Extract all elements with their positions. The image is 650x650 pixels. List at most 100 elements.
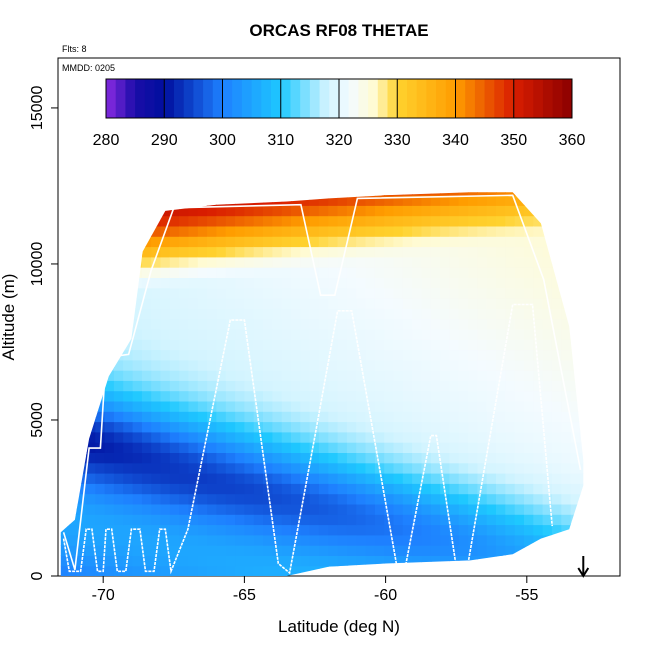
heatmap-cell <box>458 267 469 278</box>
heatmap-cell <box>235 503 245 515</box>
heatmap-cell <box>253 524 264 536</box>
heatmap-cell <box>291 514 301 526</box>
heatmap-cell <box>458 318 469 330</box>
heatmap-cell <box>272 503 283 515</box>
heatmap-cell <box>113 318 124 330</box>
heatmap-cell <box>244 195 255 206</box>
heatmap-cell <box>421 225 432 237</box>
heatmap-cell <box>179 225 190 237</box>
heatmap-cell <box>551 318 562 330</box>
heatmap-cell <box>76 205 87 217</box>
heatmap-cell <box>393 287 404 299</box>
heatmap-cell <box>458 256 469 268</box>
heatmap-cell <box>300 380 311 392</box>
heatmap-cell <box>318 339 329 351</box>
heatmap-cell <box>216 390 227 402</box>
heatmap-cell <box>477 277 488 289</box>
heatmap-cell <box>141 256 152 268</box>
heatmap-cell <box>384 267 395 278</box>
heatmap-cell <box>393 195 404 206</box>
heatmap-cell <box>514 483 525 495</box>
heatmap-cell <box>113 442 124 453</box>
heatmap-cell <box>421 431 432 443</box>
heatmap-cell <box>458 524 469 536</box>
heatmap-cell <box>496 277 506 289</box>
heatmap-cell <box>123 225 134 237</box>
heatmap-cell <box>309 493 320 505</box>
heatmap-cell <box>542 411 553 423</box>
heatmap-cell <box>179 483 190 495</box>
heatmap-cell <box>477 565 488 576</box>
heatmap-cell <box>365 298 376 309</box>
heatmap-cell <box>300 400 311 412</box>
heatmap-cell <box>179 349 190 361</box>
heatmap-cell <box>95 318 106 330</box>
heatmap-cell <box>253 452 264 464</box>
heatmap-cell <box>318 359 329 371</box>
heatmap-cell <box>95 205 106 217</box>
heatmap-cell <box>579 442 584 453</box>
heatmap-cell <box>244 256 255 268</box>
heatmap-cell <box>141 421 152 433</box>
heatmap-cell <box>76 452 87 464</box>
heatmap-cell <box>67 359 78 371</box>
heatmap-cell <box>86 565 96 576</box>
heatmap-cell <box>374 277 385 289</box>
heatmap-cell <box>421 390 432 402</box>
heatmap-cell <box>468 545 478 556</box>
heatmap-cell <box>141 236 152 248</box>
heatmap-cell <box>253 287 264 299</box>
heatmap-cell <box>160 431 171 443</box>
heatmap-cell <box>225 514 236 526</box>
heatmap-cell <box>151 298 162 309</box>
heatmap-cell <box>113 256 124 268</box>
heatmap-cell <box>76 298 87 309</box>
heatmap-cell <box>113 462 124 474</box>
heatmap-cell <box>244 503 255 515</box>
heatmap-cell <box>225 431 236 443</box>
heatmap-cell <box>197 225 208 237</box>
heatmap-cell <box>496 205 506 217</box>
heatmap-cell <box>207 452 217 464</box>
heatmap-cell <box>95 370 106 381</box>
heatmap-cell <box>514 192 525 196</box>
heatmap-cell <box>76 483 87 495</box>
heatmap-cell <box>132 555 143 567</box>
heatmap-cell <box>533 236 544 248</box>
heatmap-cell <box>579 246 584 258</box>
heatmap-cell <box>235 236 245 248</box>
heatmap-cell <box>160 483 171 495</box>
heatmap-cell <box>244 555 255 567</box>
heatmap-cell <box>374 555 385 567</box>
heatmap-cell <box>179 370 190 381</box>
heatmap-cell <box>356 452 367 464</box>
heatmap-cell <box>384 328 395 340</box>
heatmap-cell <box>300 287 311 299</box>
heatmap-cell <box>337 236 348 248</box>
heatmap-cell <box>309 380 320 392</box>
heatmap-cell <box>86 473 96 484</box>
heatmap-cell <box>151 192 162 196</box>
heatmap-cell <box>328 267 339 278</box>
heatmap-cell <box>197 195 208 206</box>
heatmap-cell <box>551 287 562 299</box>
heatmap-cell <box>430 225 441 237</box>
heatmap-cell <box>412 411 422 423</box>
heatmap-cell <box>384 359 395 371</box>
heatmap-cell <box>551 421 562 433</box>
heatmap-cell <box>197 503 208 515</box>
heatmap-cell <box>356 400 367 412</box>
heatmap-cell <box>253 473 264 484</box>
heatmap-cell <box>169 370 180 381</box>
heatmap-cell <box>402 298 413 309</box>
heatmap-cell <box>579 267 584 278</box>
heatmap-cell <box>272 545 283 556</box>
heatmap-cell <box>402 370 413 381</box>
heatmap-cell <box>561 277 572 289</box>
heatmap-cell <box>300 390 311 402</box>
heatmap-cell <box>393 256 404 268</box>
heatmap-cell <box>263 246 273 258</box>
heatmap-cell <box>579 236 584 248</box>
heatmap-cell <box>244 473 255 484</box>
heatmap-cell <box>328 565 339 576</box>
